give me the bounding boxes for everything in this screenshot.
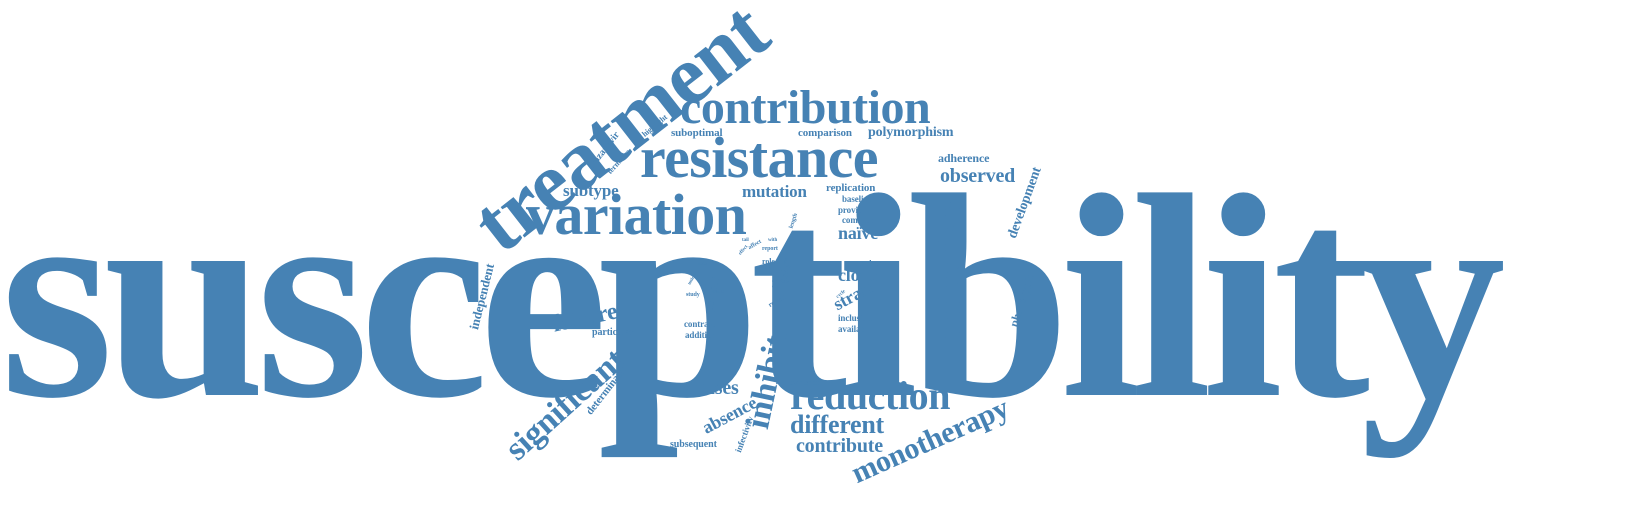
word-common: common xyxy=(842,215,875,225)
word-number: number xyxy=(854,259,881,268)
word-contribution: contribution xyxy=(680,81,931,134)
word-mutation: mutation xyxy=(742,182,807,201)
word-subtype: subtype xyxy=(563,181,619,200)
word-reduction: reduction xyxy=(790,373,951,418)
word-result: result xyxy=(712,290,724,295)
word-naive: naïve xyxy=(838,223,879,243)
word-clone: clone xyxy=(838,265,878,285)
word-tail: tail xyxy=(742,238,749,243)
word-site: site xyxy=(782,280,790,285)
word-provide: provide xyxy=(838,205,867,215)
word-polymorphism: polymorphism xyxy=(868,125,954,140)
word-suboptimal: suboptimal xyxy=(671,127,723,139)
word-study: study xyxy=(686,292,700,298)
word-fold: fold xyxy=(762,266,771,271)
word-contrast: contrast xyxy=(684,319,715,329)
word-addition: addition xyxy=(685,330,717,340)
word-subsequent: subsequent xyxy=(670,439,717,450)
word-resistance: resistance xyxy=(640,125,879,190)
word-contribute: contribute xyxy=(796,435,883,457)
word-adherence: adherence xyxy=(938,151,990,165)
word-susceptibility: susceptibility xyxy=(0,136,1506,459)
word-evidence: evidence xyxy=(790,378,819,387)
word-different: different xyxy=(790,410,884,439)
word-viruses: viruses xyxy=(680,377,739,399)
word-comparison: comparison xyxy=(798,127,852,139)
word-baseline: baseline xyxy=(842,194,873,204)
word-variation: variation xyxy=(526,182,747,247)
word-observed: observed xyxy=(940,165,1016,187)
word-report: report xyxy=(762,246,778,252)
word-with: with xyxy=(768,238,778,243)
word-particular: particular xyxy=(592,327,635,338)
word-role: role xyxy=(762,257,775,266)
word-replication: replication xyxy=(826,182,876,194)
word-molecular: molecular xyxy=(932,201,970,345)
word-available: available xyxy=(838,324,872,334)
word-inclusion: inclusion xyxy=(838,313,872,323)
word-data: data xyxy=(698,262,708,267)
